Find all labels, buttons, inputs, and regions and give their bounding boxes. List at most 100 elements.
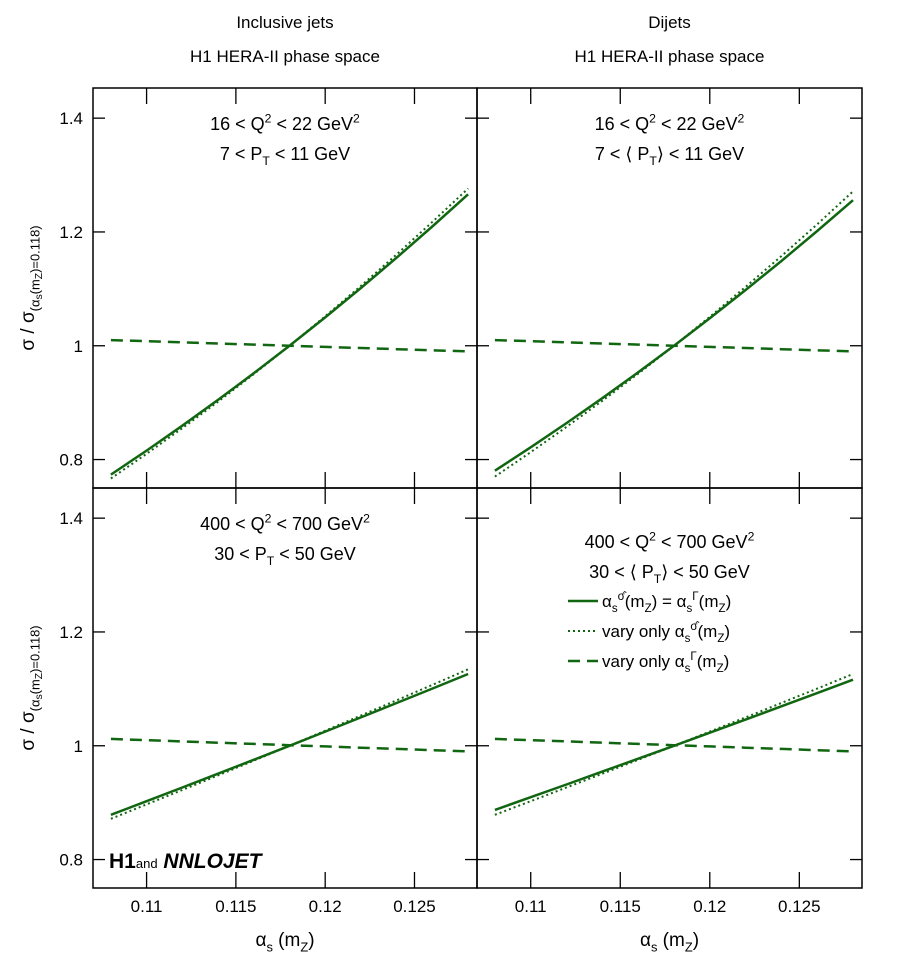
text-part: 2 (265, 511, 272, 525)
text-part: (m (27, 279, 42, 294)
x-tick-label: 0.115 (215, 897, 256, 916)
legend-label: αsσ̂(mZ) = αsΓ(mZ) (602, 591, 731, 615)
series-line (494, 737, 854, 753)
text-part: 400 < Q (200, 514, 265, 534)
text-part: NNLOJET (158, 850, 264, 873)
x-tick-label: 0.125 (393, 897, 436, 916)
text-part: T (262, 154, 270, 168)
text-part: 2 (748, 529, 755, 543)
series-line (110, 737, 469, 753)
y-tick-label: 0.8 (59, 451, 83, 470)
text-part: s (612, 603, 618, 615)
text-part: (m (698, 622, 718, 641)
text-part: Γ (692, 591, 699, 603)
column-subtitle: H1 HERA-II phase space (575, 47, 765, 66)
text-part: (m (697, 652, 717, 671)
text-part: (α (27, 299, 42, 311)
text-part: s (34, 694, 45, 699)
text-part: 400 < Q (585, 532, 650, 552)
text-part: 2 (265, 111, 272, 125)
text-part: Z (645, 603, 652, 615)
text-part: σ / σ (18, 311, 39, 351)
y-tick-label: 0.8 (59, 851, 83, 870)
annotation: 16 < Q2 < 22 GeV2 (595, 111, 745, 134)
text-part: 7 < ⟨ P (595, 144, 650, 164)
text-part: Z (685, 939, 693, 954)
text-part: ) (693, 930, 699, 951)
text-part: α (640, 930, 651, 951)
annotation: 30 < ⟨ PT⟩ < 50 GeV (589, 562, 750, 586)
series-line (110, 193, 469, 476)
text-part: ) (726, 592, 732, 611)
y-tick-label: 1 (74, 337, 83, 356)
text-part: Z (34, 672, 45, 679)
text-part: < 11 GeV (270, 144, 350, 164)
text-part: 7 < P (220, 144, 263, 164)
text-part: vary only α (602, 622, 685, 641)
plot-frame (476, 487, 863, 889)
text-part: s (266, 939, 272, 954)
x-axis-label: αs (mZ) (640, 930, 699, 954)
y-tick-label: 1 (74, 737, 83, 756)
text-part: (m (657, 930, 684, 951)
text-part: s (685, 663, 691, 675)
text-part: Z (719, 603, 726, 615)
legend-label: vary only αsσ̂(mZ) (602, 621, 730, 645)
text-part: σ̂ (690, 621, 699, 633)
text-part: H1 (109, 850, 136, 873)
x-tick-label: 0.125 (778, 897, 821, 916)
text-part: Γ (690, 651, 697, 663)
series-line (494, 338, 854, 353)
y-tick-label: 1.2 (59, 223, 83, 242)
text-part: ⟩ < 11 GeV (657, 144, 744, 164)
annotation: 16 < Q2 < 22 GeV2 (210, 111, 360, 134)
text-part: ) (724, 652, 730, 671)
text-part: 16 < Q (210, 114, 265, 134)
text-part: s (34, 294, 45, 299)
x-tick-label: 0.12 (693, 897, 726, 916)
text-part: s (685, 633, 691, 645)
text-part: s (687, 603, 693, 615)
y-axis-label: σ / σ(αs(mZ)=0.118) (18, 225, 45, 350)
text-part: (m (273, 930, 300, 951)
text-part: 30 < ⟨ P (589, 562, 654, 582)
annotation: 30 < PT < 50 GeV (214, 544, 356, 568)
text-part: α (255, 930, 266, 951)
x-tick-label: 0.12 (309, 897, 342, 916)
text-part: T (654, 572, 662, 586)
text-part: (α (27, 699, 42, 711)
text-part: < 700 GeV (271, 514, 363, 534)
column-title: Dijets (648, 13, 691, 32)
text-part: 2 (649, 111, 656, 125)
text-part: 2 (363, 511, 370, 525)
legend-label: vary only αsΓ(mZ) (602, 651, 729, 675)
text-part: )=0.118) (27, 625, 42, 672)
y-tick-label: 1.2 (59, 623, 83, 642)
text-part: σ̂ (618, 591, 627, 603)
text-part: (m (625, 592, 645, 611)
text-part: and (136, 856, 158, 871)
y-tick-label: 1.4 (59, 509, 83, 528)
text-part: ) (724, 622, 730, 641)
text-part: Z (300, 939, 308, 954)
text-part: ) (308, 930, 314, 951)
logo: H1and NNLOJET (109, 850, 264, 873)
y-axis-label: σ / σ(αs(mZ)=0.118) (18, 625, 45, 750)
text-part: ⟩ < 50 GeV (661, 562, 750, 582)
x-tick-label: 0.115 (600, 897, 641, 916)
annotation: 400 < Q2 < 700 GeV2 (200, 511, 370, 534)
x-axis-label: αs (mZ) (255, 930, 314, 954)
annotation: 7 < ⟨ PT⟩ < 11 GeV (595, 144, 744, 168)
column-subtitle: H1 HERA-II phase space (190, 47, 380, 66)
text-part: Z (717, 663, 724, 675)
annotation: 7 < PT < 11 GeV (220, 144, 350, 168)
series-line (110, 338, 469, 353)
series-line (110, 187, 469, 480)
text-part: 2 (738, 111, 745, 125)
annotation: 400 < Q2 < 700 GeV2 (585, 529, 755, 552)
column-title: Inclusive jets (236, 13, 333, 32)
text-part: < 700 GeV (656, 532, 748, 552)
y-tick-label: 1.4 (59, 109, 83, 128)
text-part: σ / σ (18, 711, 39, 751)
